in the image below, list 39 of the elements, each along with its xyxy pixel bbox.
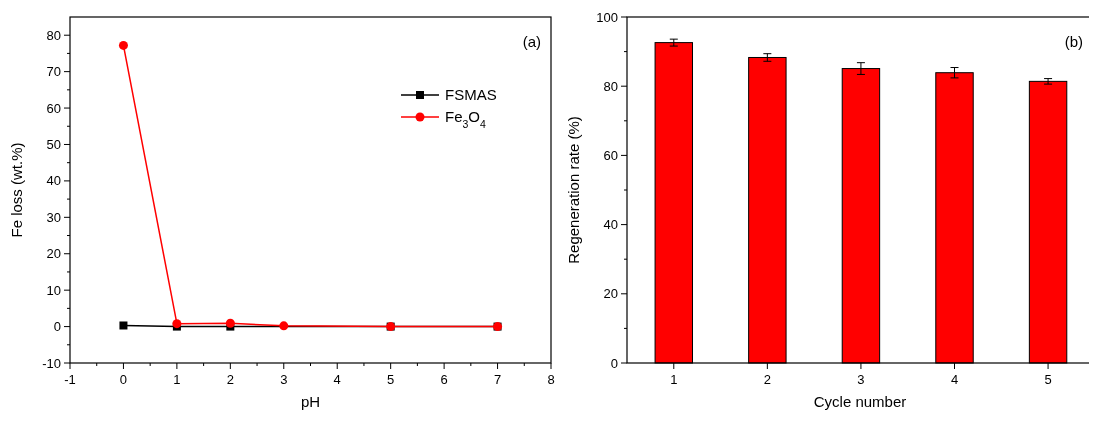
y-tick-label: 0	[53, 319, 61, 335]
x-tick-label: -1	[64, 372, 76, 387]
legend-label: FSMAS	[445, 86, 497, 104]
x-tick-label: 8	[547, 372, 555, 387]
y-tick-label: 0	[610, 355, 618, 371]
x-tick-label: 1	[670, 372, 678, 387]
x-tick-label: 1	[173, 372, 181, 387]
y-tick-label: 70	[46, 64, 61, 80]
y-tick-label: 20	[603, 286, 618, 302]
y-tick-label: 40	[603, 217, 618, 233]
y-tick-label: 100	[596, 9, 618, 25]
x-axis-title: pH	[300, 393, 321, 410]
x-tick-label: 2	[226, 372, 234, 387]
x-tick-label: 0	[119, 372, 128, 387]
y-tick-label: -10	[42, 355, 61, 371]
y-tick-label: 30	[46, 209, 61, 225]
y-tick-label: 80	[603, 78, 618, 94]
y-tick-label: 50	[46, 137, 61, 153]
x-tick-label: 3	[280, 372, 288, 387]
y-tick-label: 80	[46, 27, 61, 43]
x-tick-label: 7	[493, 372, 502, 387]
y-axis-title: Regeneration rate (%)	[565, 116, 582, 264]
y-tick-label: 10	[46, 282, 61, 298]
x-tick-label: 6	[440, 372, 448, 387]
x-tick-label: 3	[857, 372, 865, 387]
annotation: (a)	[522, 33, 541, 50]
x-axis-title: Cycle number	[813, 393, 907, 410]
y-tick-label: 60	[603, 147, 618, 163]
x-tick-label: 4	[950, 372, 959, 387]
y-tick-label: 20	[46, 246, 61, 262]
y-axis-title: Fe loss (wt.%)	[8, 142, 25, 238]
y-tick-label: 40	[46, 173, 61, 189]
x-tick-label: 5	[387, 372, 395, 387]
y-tick-label: 60	[46, 100, 61, 116]
x-tick-label: 4	[333, 372, 341, 387]
x-tick-label: 5	[1044, 372, 1052, 387]
annotation: (b)	[1064, 33, 1083, 50]
legend-label: Fe$_{3}$O$_{4}$	[445, 108, 487, 131]
x-tick-label: 2	[763, 372, 771, 387]
